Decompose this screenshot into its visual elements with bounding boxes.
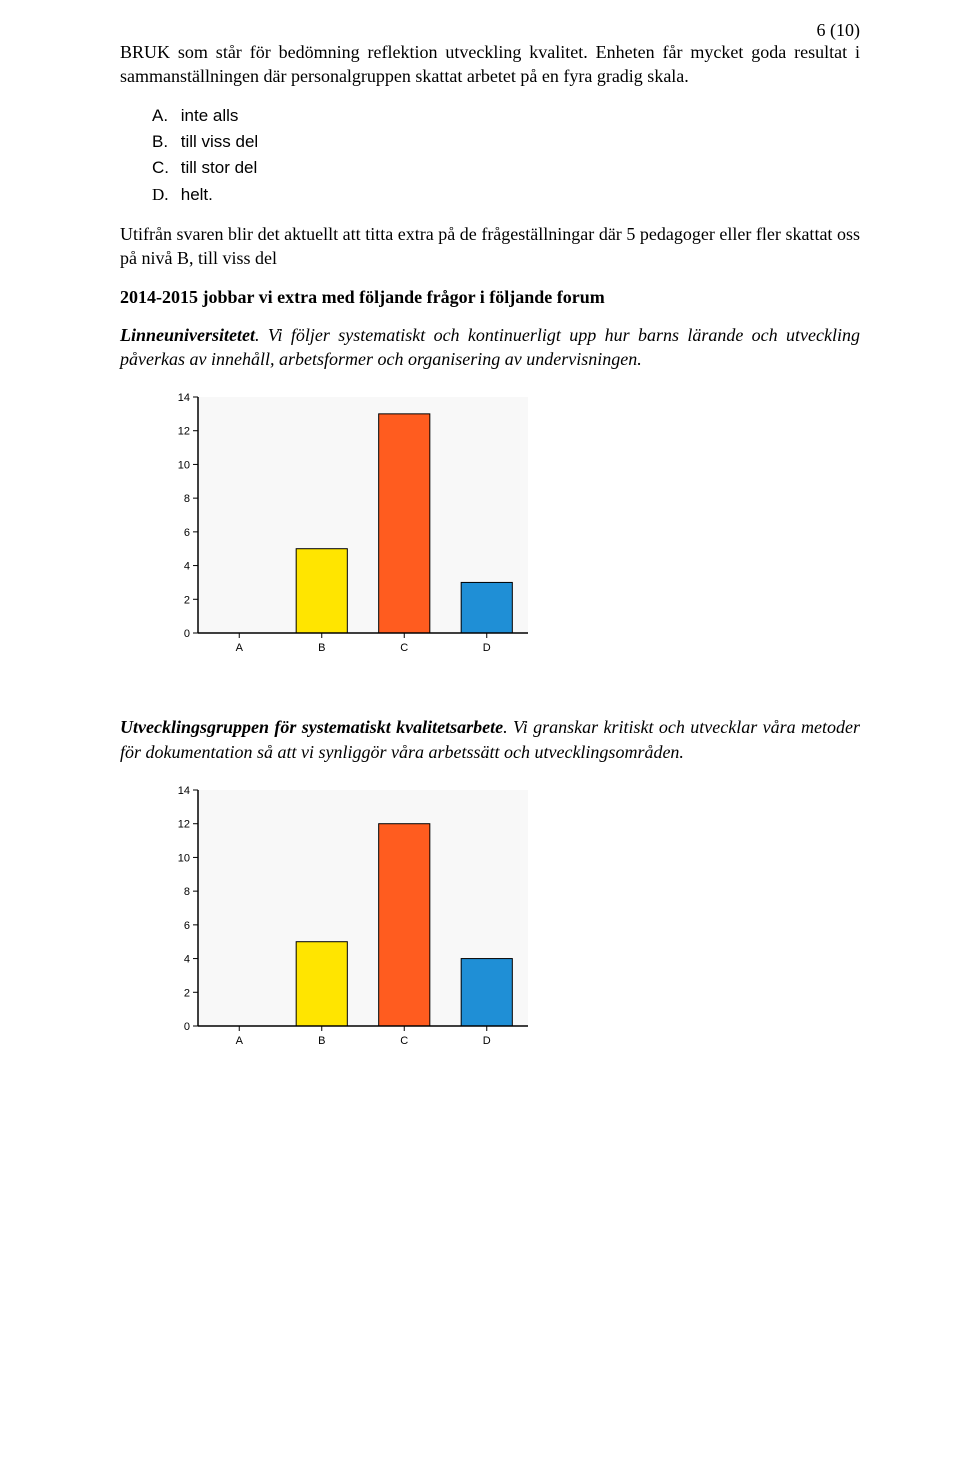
option-c: C. till stor del <box>152 155 860 181</box>
svg-text:0: 0 <box>184 1021 190 1033</box>
svg-text:12: 12 <box>178 819 190 831</box>
svg-text:10: 10 <box>178 460 190 472</box>
svg-text:8: 8 <box>184 886 190 898</box>
svg-text:6: 6 <box>184 920 190 932</box>
option-letter: C. <box>152 155 176 181</box>
svg-text:0: 0 <box>184 628 190 640</box>
page: 6 (10) BRUK som står för bedömning refle… <box>0 0 960 1088</box>
option-label: till viss del <box>181 132 258 151</box>
svg-text:8: 8 <box>184 494 190 506</box>
svg-text:14: 14 <box>178 392 190 404</box>
svg-text:D: D <box>483 1035 491 1047</box>
svg-text:D: D <box>483 642 491 654</box>
bar-chart-1: 0 2 4 6 8 10 12 14 A B C D <box>156 385 536 655</box>
svg-text:10: 10 <box>178 852 190 864</box>
option-b: B. till viss del <box>152 129 860 155</box>
svg-text:4: 4 <box>184 954 190 966</box>
section1-bold: Linneuniversitetet <box>120 325 255 345</box>
options-list: A. inte alls B. till viss del C. till st… <box>120 103 860 208</box>
option-letter: B. <box>152 129 176 155</box>
svg-text:4: 4 <box>184 561 190 573</box>
option-label: till stor del <box>181 158 258 177</box>
page-number: 6 (10) <box>817 20 861 41</box>
option-label: inte alls <box>181 106 239 125</box>
svg-text:A: A <box>236 1035 244 1047</box>
followup-paragraph: Utifrån svaren blir det aktuellt att tit… <box>120 222 860 271</box>
bold-line: 2014-2015 jobbar vi extra med följande f… <box>120 285 860 309</box>
svg-text:C: C <box>400 642 408 654</box>
bar-chart-2: 0 2 4 6 8 10 12 14 A B C D <box>156 778 536 1048</box>
option-label: helt. <box>181 185 213 204</box>
option-letter: A. <box>152 103 176 129</box>
svg-text:B: B <box>318 642 325 654</box>
option-letter: D. <box>152 182 176 208</box>
chart2-container: 0 2 4 6 8 10 12 14 A B C D <box>120 778 860 1048</box>
svg-text:2: 2 <box>184 987 190 999</box>
chart1-container: 0 2 4 6 8 10 12 14 A B C D <box>120 385 860 655</box>
section2-heading: Utvecklingsgruppen för systematiskt kval… <box>120 715 860 764</box>
section2-bold: Utvecklingsgruppen för systematiskt kval… <box>120 717 503 737</box>
intro-paragraph: BRUK som står för bedömning reflektion u… <box>120 40 860 89</box>
svg-text:12: 12 <box>178 426 190 438</box>
option-a: A. inte alls <box>152 103 860 129</box>
svg-text:2: 2 <box>184 595 190 607</box>
svg-text:A: A <box>236 642 244 654</box>
section1-heading: Linneuniversitetet. Vi följer systematis… <box>120 323 860 372</box>
svg-text:C: C <box>400 1035 408 1047</box>
svg-text:14: 14 <box>178 785 190 797</box>
svg-text:6: 6 <box>184 527 190 539</box>
option-d: D. helt. <box>152 182 860 208</box>
svg-text:B: B <box>318 1035 325 1047</box>
